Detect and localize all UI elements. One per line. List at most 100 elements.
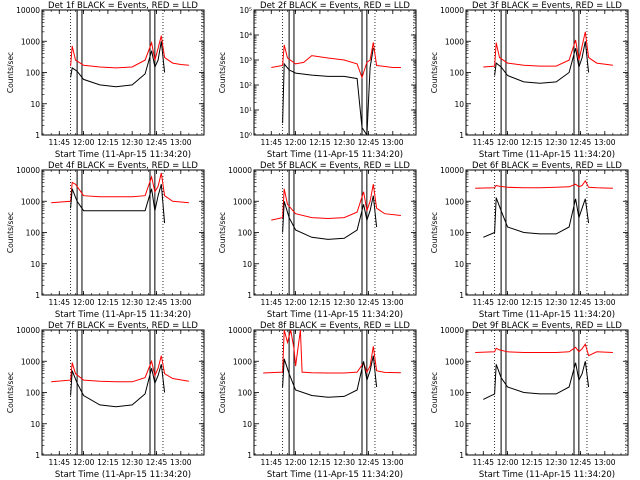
y-tick-label: 1000 <box>445 37 464 46</box>
x-tick-label: 12:45 <box>570 298 592 307</box>
y-tick-label: 100 <box>238 229 253 238</box>
lld-series-line <box>475 179 613 189</box>
y-tick-label: 10000 <box>440 326 464 335</box>
y-tick-label: 100 <box>450 69 465 78</box>
x-tick-label: 12:00 <box>497 458 519 467</box>
y-axis-label: Counts/sec <box>6 52 15 93</box>
x-tick-label: 12:30 <box>545 138 567 147</box>
x-tick-label: 13:00 <box>594 458 616 467</box>
x-tick-label: 12:00 <box>73 298 95 307</box>
x-tick-label: 12:15 <box>309 298 331 307</box>
y-tick-label: 10 <box>454 260 464 269</box>
y-tick-label: 10000 <box>16 326 40 335</box>
y-tick-label: 10 <box>30 100 40 109</box>
x-tick-label: 12:15 <box>309 458 331 467</box>
x-tick-label: 12:45 <box>358 298 380 307</box>
x-tick-label: 11:45 <box>472 298 494 307</box>
x-tick-label: 12:15 <box>97 298 119 307</box>
chart-panel-6: Det 6f BLACK = Events, RED = LLD Counts/s… <box>430 161 629 320</box>
x-axis-label: Start Time (11-Apr-15 11:34:20) <box>479 150 615 160</box>
x-tick-label: 12:15 <box>97 138 119 147</box>
y-tick-label: 10 <box>242 260 252 269</box>
x-tick-label: 12:00 <box>285 138 307 147</box>
x-tick-label: 12:15 <box>97 458 119 467</box>
panel-title: Det 5f BLACK = Events, RED = LLD <box>260 161 410 171</box>
x-tick-label: 12:45 <box>358 458 380 467</box>
y-tick-label: 100 <box>450 389 465 398</box>
x-tick-label: 12:00 <box>285 298 307 307</box>
y-tick-label: 10⁰ <box>239 131 252 140</box>
y-axis-label: Counts/sec <box>430 372 439 413</box>
x-tick-label: 12:45 <box>358 138 380 147</box>
panel-title: Det 4f BLACK = Events, RED = LLD <box>48 161 198 171</box>
y-tick-label: 1 <box>247 451 252 460</box>
x-tick-label: 13:00 <box>382 298 404 307</box>
plot-frame <box>253 9 417 136</box>
y-tick-label: 1 <box>247 291 252 300</box>
x-tick-label: 12:30 <box>545 458 567 467</box>
panel-title: Det 9f BLACK = Events, RED = LLD <box>472 321 622 331</box>
y-axis-label: Counts/sec <box>218 212 227 253</box>
y-tick-label: 1 <box>459 451 464 460</box>
lld-series-line <box>51 172 189 204</box>
events-series-line <box>70 41 166 88</box>
y-axis-label: Counts/sec <box>218 372 227 413</box>
y-tick-label: 100 <box>238 389 253 398</box>
x-tick-label: 12:30 <box>333 298 355 307</box>
y-tick-label: 1 <box>35 291 40 300</box>
panel-title: Det 8f BLACK = Events, RED = LLD <box>260 321 410 331</box>
chart-panel-2: Det 2f BLACK = Events, RED = LLD Counts/s… <box>218 1 417 160</box>
x-tick-label: 12:15 <box>521 458 543 467</box>
x-tick-label: 13:00 <box>382 458 404 467</box>
y-tick-label: 1000 <box>21 357 40 366</box>
plot-frame <box>41 9 205 136</box>
x-tick-label: 12:45 <box>146 138 168 147</box>
x-axis-label: Start Time (11-Apr-15 11:34:20) <box>267 470 403 480</box>
y-tick-label: 100 <box>26 389 41 398</box>
y-tick-label: 10 <box>242 420 252 429</box>
y-axis-label: Counts/sec <box>6 212 15 253</box>
y-tick-label: 1000 <box>21 37 40 46</box>
y-axis-label: Counts/sec <box>6 372 15 413</box>
plot-frame <box>465 329 629 456</box>
lld-series-line <box>263 330 401 374</box>
lld-series-line <box>70 35 189 69</box>
x-axis-label: Start Time (11-Apr-15 11:34:20) <box>479 310 615 320</box>
y-tick-label: 10¹ <box>239 106 252 115</box>
x-tick-label: 13:00 <box>170 138 192 147</box>
panel-title: Det 1f BLACK = Events, RED = LLD <box>48 1 198 11</box>
chart-panel-3: Det 3f BLACK = Events, RED = LLD Counts/s… <box>430 1 629 160</box>
x-tick-label: 12:15 <box>521 298 543 307</box>
x-axis-label: Start Time (11-Apr-15 11:34:20) <box>267 310 403 320</box>
x-axis-label: Start Time (11-Apr-15 11:34:20) <box>55 470 191 480</box>
y-tick-label: 1000 <box>233 357 252 366</box>
events-series-line <box>70 184 166 224</box>
chart-panel-7: Det 7f BLACK = Events, RED = LLD Counts/s… <box>6 321 205 480</box>
plot-frame <box>253 329 417 456</box>
plot-frame <box>41 169 205 296</box>
y-tick-label: 10⁵ <box>239 6 252 15</box>
x-axis-label: Start Time (11-Apr-15 11:34:20) <box>267 150 403 160</box>
x-tick-label: 13:00 <box>170 458 192 467</box>
x-tick-label: 12:30 <box>545 298 567 307</box>
y-tick-label: 1000 <box>445 357 464 366</box>
x-tick-label: 11:45 <box>472 138 494 147</box>
y-tick-label: 1 <box>35 451 40 460</box>
lld-series-line <box>271 42 401 80</box>
y-tick-label: 10000 <box>440 6 464 15</box>
y-tick-label: 1 <box>459 291 464 300</box>
events-series-line <box>282 195 378 240</box>
plot-frame <box>41 329 205 456</box>
y-tick-label: 1000 <box>445 197 464 206</box>
x-tick-label: 11:45 <box>48 458 70 467</box>
chart-panel-8: Det 8f BLACK = Events, RED = LLD Counts/s… <box>218 321 417 480</box>
x-tick-label: 12:30 <box>333 138 355 147</box>
y-tick-label: 1 <box>459 131 464 140</box>
y-tick-label: 1 <box>35 131 40 140</box>
y-tick-label: 10000 <box>16 166 40 175</box>
x-tick-label: 12:45 <box>146 298 168 307</box>
lld-series-line <box>475 343 613 357</box>
lld-series-line <box>271 184 401 221</box>
x-tick-label: 13:00 <box>594 298 616 307</box>
